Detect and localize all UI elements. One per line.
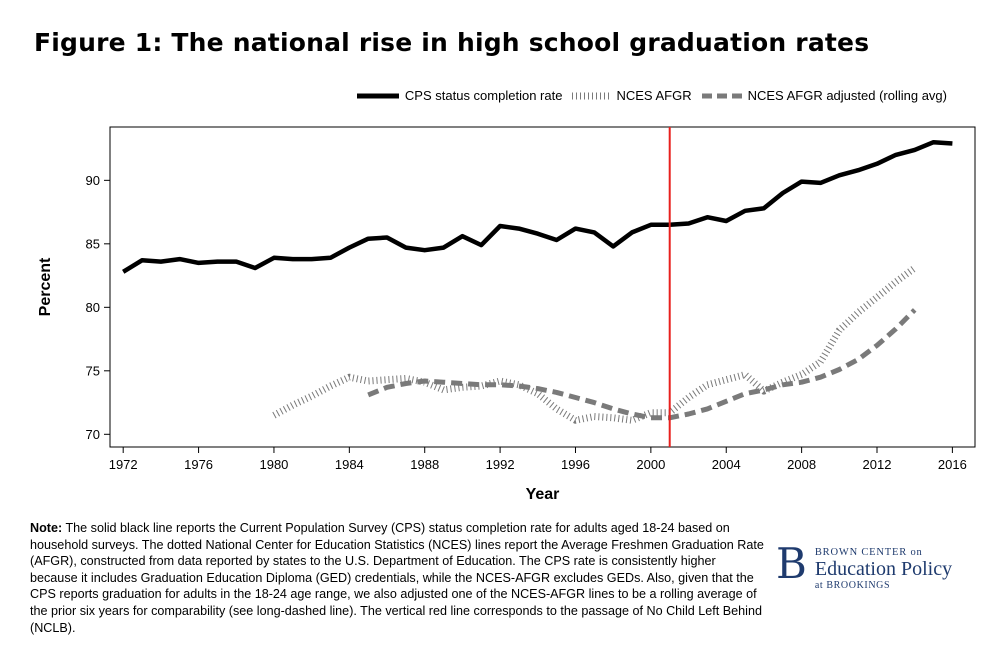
logo-line-2: Education Policy (814, 558, 953, 580)
legend-swatch-dashed (701, 93, 742, 98)
y-tick-label-70: 70 (86, 427, 100, 442)
chart-legend: CPS status completion rate NCES AFGR NCE… (347, 88, 947, 103)
x-tick-label-2000: 2000 (636, 457, 665, 472)
x-tick-label-1972: 1972 (109, 457, 138, 472)
legend-label-afgr: NCES AFGR (616, 88, 692, 103)
x-tick-label-2004: 2004 (712, 457, 741, 472)
x-tick-label-2016: 2016 (938, 457, 967, 472)
legend-item-afgr: NCES AFGR (572, 88, 692, 103)
x-tick-label-1976: 1976 (184, 457, 213, 472)
note-label: Note: (30, 521, 63, 535)
x-tick-label-2012: 2012 (863, 457, 892, 472)
line-chart: 1972 1976 1980 1984 1988 1992 1996 2000 2004 2008… (37, 126, 976, 503)
y-tick-label-90: 90 (86, 173, 100, 188)
logo-line-3: at BROOKINGS (814, 580, 891, 591)
chart-note: Note: The solid black line reports the C… (30, 520, 765, 636)
y-tick-label-80: 80 (86, 300, 100, 315)
x-tick-label-2008: 2008 (787, 457, 816, 472)
note-text: The solid black line reports the Current… (30, 521, 764, 635)
x-axis-label: Year (526, 486, 560, 503)
y-axis-label: Percent (37, 257, 54, 316)
logo-letter: B (776, 539, 807, 588)
y-tick-label-75: 75 (86, 363, 100, 378)
legend-item-adjusted: NCES AFGR adjusted (rolling avg) (701, 88, 947, 103)
brookings-logo: B BROWN CENTER on Education Policy at BR… (776, 539, 952, 592)
x-tick-label-1996: 1996 (561, 457, 590, 472)
logo-wordmark: BROWN CENTER on Education Policy at BROO… (815, 543, 952, 591)
x-tick-label-1980: 1980 (259, 457, 288, 472)
x-tick-label-1988: 1988 (410, 457, 439, 472)
x-tick-label-1984: 1984 (335, 457, 364, 472)
legend-item-cps: CPS status completion rate (356, 88, 563, 103)
plot-frame (109, 126, 976, 448)
series-line-dotted (272, 265, 917, 424)
legend-label-cps: CPS status completion rate (404, 88, 563, 103)
x-tick-label-1992: 1992 (486, 457, 515, 472)
logo-line-1: BROWN CENTER on (814, 547, 923, 558)
series-line-dashed (367, 308, 917, 421)
chart-title: Figure 1: The national rise in high scho… (34, 28, 870, 57)
series-line-solid (122, 139, 953, 274)
legend-swatch-solid (356, 93, 399, 98)
y-tick-label-85: 85 (86, 236, 100, 251)
legend-label-adjusted: NCES AFGR adjusted (rolling avg) (747, 88, 947, 103)
